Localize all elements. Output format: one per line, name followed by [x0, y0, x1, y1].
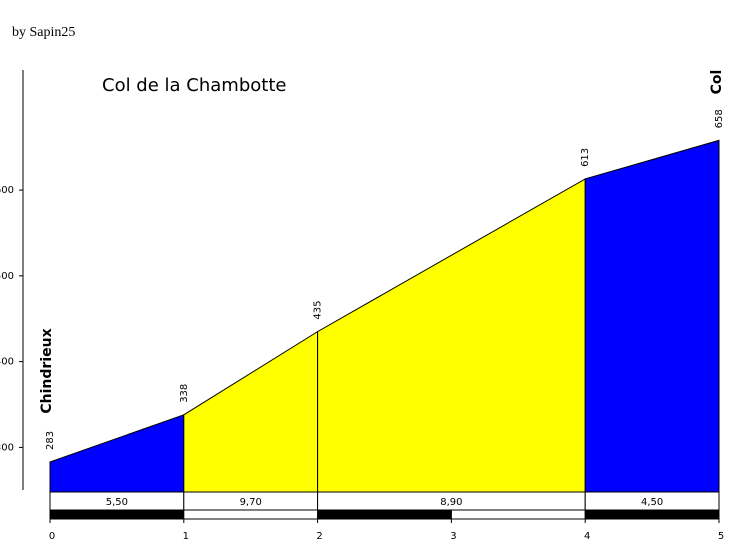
chart-title: Col de la Chambotte — [102, 75, 286, 96]
y-tick-label: 400 — [0, 357, 14, 368]
km-bar — [450, 509, 586, 520]
gradient-label: 9,70 — [240, 497, 262, 508]
elevation-label: 435 — [313, 301, 324, 320]
profile-segment — [584, 139, 720, 493]
x-tick-label: 0 — [49, 531, 55, 542]
x-tick-label: 4 — [584, 531, 590, 542]
profile-segment — [183, 330, 319, 493]
gradient-label: 5,50 — [106, 497, 128, 508]
y-tick-label: 300 — [0, 442, 14, 453]
elevation-label: 613 — [580, 148, 591, 167]
km-bar — [49, 509, 185, 520]
km-bar — [183, 509, 319, 520]
x-tick-label: 1 — [183, 531, 189, 542]
gradient-label: 4,50 — [641, 497, 663, 508]
elevation-label: 658 — [714, 109, 725, 128]
elevation-label: 283 — [45, 431, 56, 450]
km-bar — [584, 509, 720, 520]
x-tick-label: 2 — [316, 531, 322, 542]
gradient-label: 8,90 — [440, 497, 462, 508]
start-label: Chindrieux — [39, 328, 55, 413]
y-tick-label: 600 — [0, 185, 14, 196]
km-bar — [317, 509, 452, 520]
profile-segment — [317, 178, 586, 493]
elevation-label: 338 — [179, 384, 190, 403]
end-label: Col — [709, 70, 725, 95]
x-tick-label: 5 — [718, 531, 724, 542]
profile-segment — [49, 414, 185, 493]
credit: by Sapin25 — [12, 25, 75, 40]
x-tick-label: 3 — [450, 531, 456, 542]
y-tick-label: 500 — [0, 271, 14, 282]
